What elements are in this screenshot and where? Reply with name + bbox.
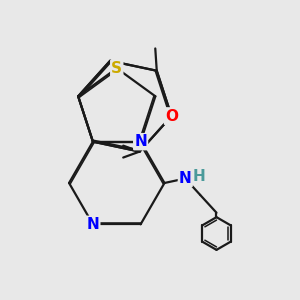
Text: N: N [165,109,178,124]
Text: O: O [165,109,178,124]
Text: N: N [86,217,99,232]
Text: S: S [111,61,122,76]
Text: N: N [179,171,192,186]
Text: H: H [192,169,205,184]
Text: N: N [134,134,147,149]
